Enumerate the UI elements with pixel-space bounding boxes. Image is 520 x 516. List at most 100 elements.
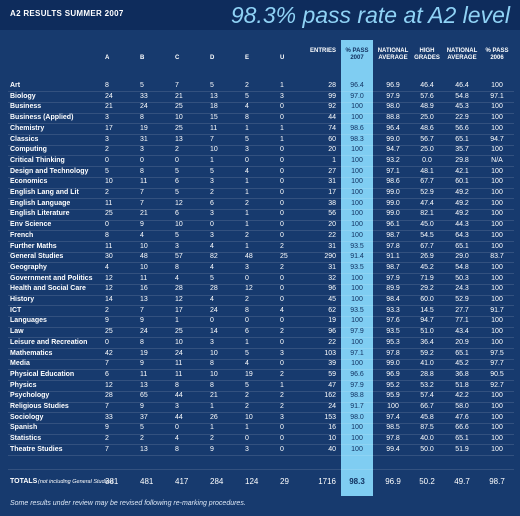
cell: 45.0 <box>420 221 434 229</box>
cell: 100 <box>351 189 363 196</box>
cell: 47 <box>328 381 336 389</box>
cell: 27.7 <box>455 306 469 314</box>
cell: 0 <box>210 221 214 229</box>
cell: 40 <box>328 445 336 453</box>
column-header: ENTRIES <box>309 48 336 54</box>
cell: 10 <box>210 370 218 378</box>
cell: 11 <box>140 370 148 378</box>
cell: 8 <box>140 114 144 122</box>
row-divider <box>8 348 514 349</box>
cell: 3 <box>280 413 284 421</box>
cell: 24 <box>140 103 148 111</box>
subject: Chemistry <box>10 124 45 132</box>
cell: 8 <box>105 82 109 89</box>
subject: Law <box>10 328 24 336</box>
row-divider <box>8 390 514 392</box>
cell: 87.5 <box>420 424 434 432</box>
cell: 33 <box>105 413 113 421</box>
cell: 0 <box>105 156 109 164</box>
cell: 2 <box>280 370 284 378</box>
cell: 5 <box>210 274 214 282</box>
subject: Religious Studies <box>10 403 69 410</box>
cell: 39 <box>328 360 336 368</box>
cell: 0 <box>280 285 284 293</box>
cell: 59 <box>328 370 336 378</box>
cell: 6 <box>105 370 109 378</box>
cell: 94.7 <box>386 146 400 154</box>
cell: 96.4 <box>386 124 400 132</box>
cell: 97.9 <box>350 328 364 336</box>
cell: 1 <box>280 82 284 89</box>
cell: 2 <box>280 263 284 271</box>
cell: 24 <box>210 306 218 314</box>
cell: 65.1 <box>455 242 469 250</box>
column-header: NATIONAL AVERAGE <box>377 48 409 61</box>
cell: 64.3 <box>455 231 469 239</box>
cell: 0 <box>280 231 284 239</box>
cell: 100 <box>491 285 503 293</box>
subject: French <box>10 231 34 239</box>
cell: 4 <box>280 306 284 314</box>
cell: 57.4 <box>420 392 434 400</box>
cell: 12 <box>175 296 183 303</box>
cell: 16 <box>328 424 336 432</box>
subject: Computing <box>10 146 47 154</box>
cell: 2 <box>245 403 249 410</box>
cell: 45.2 <box>455 360 469 368</box>
cell: 13 <box>140 296 148 303</box>
cell: 95.9 <box>386 392 400 400</box>
column-header: C <box>175 55 180 61</box>
cell: 100 <box>491 328 503 336</box>
cell: 51.8 <box>455 381 469 389</box>
subject: Further Maths <box>10 242 57 250</box>
total-cell: 1716 <box>318 477 336 486</box>
cell: 52.9 <box>420 189 434 196</box>
cell: 100 <box>491 274 503 282</box>
cell: 57.6 <box>420 92 434 100</box>
cell: 0 <box>280 189 284 196</box>
totals-note: (not including General Studies) <box>38 479 114 485</box>
cell: 50.0 <box>420 445 434 453</box>
cell: 62 <box>328 306 336 314</box>
row-divider <box>8 208 514 210</box>
cell: 54.5 <box>420 231 434 239</box>
row-divider <box>8 123 514 125</box>
cell: 6 <box>175 210 179 218</box>
cell: 98.7 <box>386 231 400 239</box>
column-header: % PASS 2007 <box>345 48 369 61</box>
title: 98.3% pass rate at A2 level <box>230 2 510 28</box>
cell: 5 <box>175 189 179 196</box>
cell: 4 <box>210 263 214 271</box>
row-divider <box>8 337 514 339</box>
cell: 3 <box>245 445 249 453</box>
cell: 93.3 <box>386 306 400 314</box>
row-divider <box>8 219 514 221</box>
cell: 12 <box>105 285 113 293</box>
subject: Physics <box>10 381 37 389</box>
cell: 11 <box>210 124 218 132</box>
cell: 100 <box>491 199 503 207</box>
row-divider <box>8 358 514 360</box>
cell: 100 <box>491 445 503 453</box>
cell: 48.1 <box>420 167 434 175</box>
cell: 96.6 <box>350 370 364 378</box>
cell: 21 <box>210 392 218 400</box>
cell: 91.7 <box>350 403 364 410</box>
cell: 3 <box>210 231 214 239</box>
cell: 2 <box>105 146 109 154</box>
cell: 42.1 <box>455 167 469 175</box>
total-cell: 284 <box>210 477 224 486</box>
cell: 7 <box>105 445 109 453</box>
cell: 99 <box>328 92 336 100</box>
cell: 98.6 <box>386 178 400 186</box>
row-divider <box>8 294 514 296</box>
cell: 100 <box>351 199 363 207</box>
cell: 8 <box>245 306 249 314</box>
cell: 29.0 <box>455 253 469 261</box>
cell: 4 <box>245 103 249 111</box>
cell: 45 <box>328 296 336 303</box>
cell: 2 <box>280 242 284 250</box>
subject: English Literature <box>10 210 70 218</box>
cell: 0 <box>210 317 214 325</box>
cell: 13 <box>140 445 148 453</box>
